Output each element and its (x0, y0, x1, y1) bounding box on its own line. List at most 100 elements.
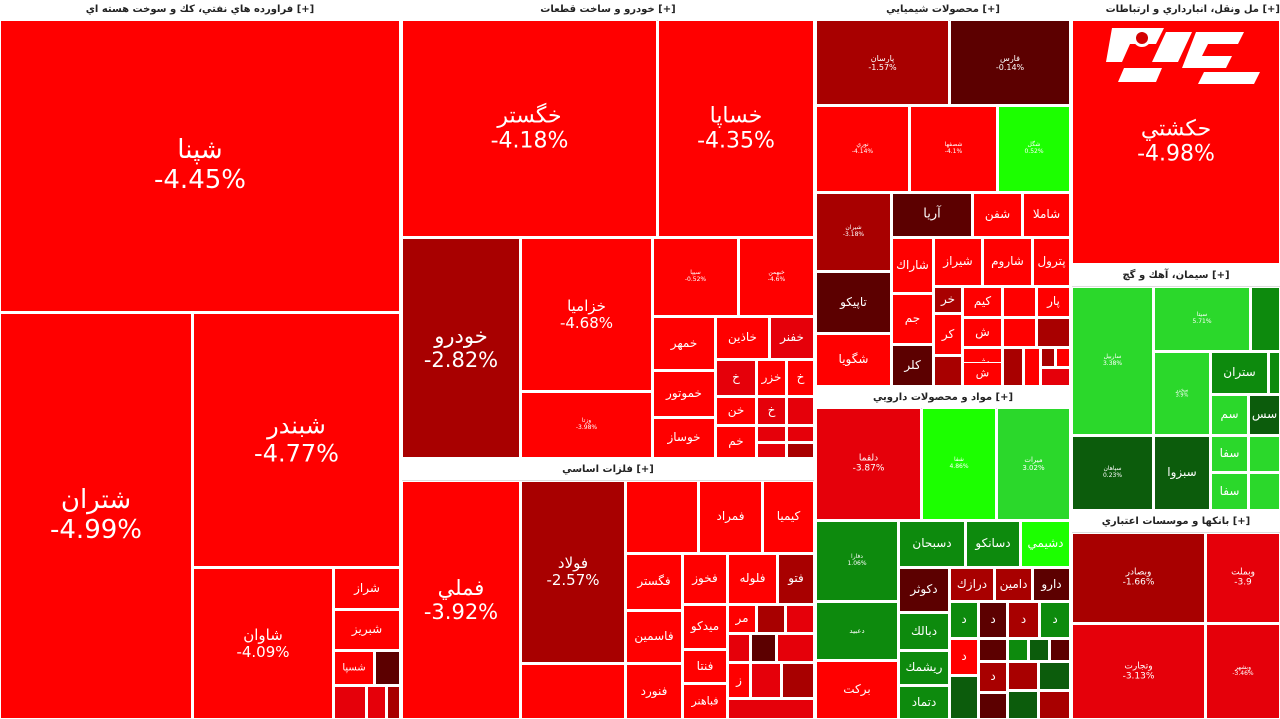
stock-tile-small[interactable] (757, 426, 786, 442)
stock-tile[interactable]: خگستر -4.18% (402, 20, 657, 237)
stock-tile[interactable]: نوري -4.14% (816, 106, 909, 192)
stock-tile-small[interactable] (728, 634, 750, 662)
stock-tile[interactable]: شيراز (934, 238, 982, 286)
stock-tile[interactable]: وبصادر -1.66% (1072, 533, 1205, 623)
stock-tile[interactable]: شاراك (892, 238, 933, 293)
stock-tile[interactable]: فخوز (683, 554, 727, 604)
stock-tile[interactable]: دسانكو (966, 521, 1020, 567)
stock-tile[interactable]: دامين (995, 568, 1032, 601)
stock-tile-small[interactable] (782, 663, 814, 698)
stock-tile[interactable]: فملي -3.92% (402, 481, 520, 719)
stock-tile-small[interactable] (1024, 348, 1040, 386)
stock-tile[interactable]: خن (716, 397, 756, 425)
stock-tile[interactable]: خ (757, 397, 786, 425)
stock-tile[interactable]: د (1008, 602, 1039, 638)
sector-title[interactable]: فراورده هاي نفتي، كك و سوخت هسته اي [+] (0, 0, 400, 21)
stock-tile-small[interactable] (979, 639, 1007, 661)
stock-tile[interactable]: كلر (892, 345, 933, 386)
stock-tile[interactable]: خزر (757, 360, 786, 396)
stock-tile[interactable]: آريا (892, 193, 972, 237)
stock-tile[interactable]: دسبحان (899, 521, 965, 567)
stock-tile-small[interactable] (367, 686, 386, 719)
stock-tile[interactable]: كر (934, 314, 962, 355)
stock-tile[interactable]: پارسان -1.57% (816, 20, 949, 105)
stock-tile-small[interactable] (1249, 436, 1280, 472)
stock-tile[interactable]: فاسمين (626, 611, 682, 663)
stock-tile-small[interactable] (1269, 352, 1280, 394)
stock-tile[interactable]: فتو (778, 554, 814, 604)
stock-tile-small[interactable] (1056, 348, 1070, 367)
stock-tile[interactable]: سفا (1211, 473, 1248, 510)
stock-tile-small[interactable] (1008, 691, 1038, 719)
stock-tile-small[interactable] (1003, 287, 1036, 317)
stock-tile[interactable]: درازك (950, 568, 994, 601)
stock-tile[interactable]: وزتا -3.98% (521, 392, 652, 458)
stock-tile[interactable]: دفارا 1.06% (816, 521, 898, 601)
stock-tile[interactable]: شيران -3.18% (816, 193, 891, 271)
stock-tile[interactable]: شسپا (334, 651, 374, 685)
stock-tile[interactable]: فارس -0.14% (950, 20, 1070, 105)
stock-tile-small[interactable] (934, 356, 962, 386)
stock-tile-small[interactable] (757, 443, 786, 458)
stock-tile[interactable]: ش (963, 362, 1002, 386)
stock-tile-small[interactable] (1037, 318, 1070, 347)
stock-tile-small[interactable] (1041, 368, 1070, 386)
sector-title[interactable]: سيمان، آهك و گچ [+] (1072, 266, 1280, 287)
stock-tile[interactable]: دكوثر (899, 568, 949, 612)
stock-tile-small[interactable] (375, 651, 400, 685)
stock-tile-small[interactable] (1039, 662, 1070, 690)
stock-tile[interactable]: تاپيكو (816, 272, 891, 333)
stock-tile[interactable]: خودرو -2.82% (402, 238, 520, 458)
stock-tile[interactable]: كيميا (763, 481, 814, 553)
stock-tile[interactable]: مر (728, 605, 756, 633)
stock-tile-small[interactable] (1008, 662, 1038, 690)
stock-tile[interactable]: د (979, 662, 1007, 692)
stock-tile-small[interactable] (787, 426, 814, 442)
stock-tile[interactable]: پار (1037, 287, 1070, 317)
sector-title[interactable]: مواد و محصولات دارويي [+] (816, 388, 1070, 409)
stock-tile[interactable]: خ (716, 360, 756, 396)
stock-tile-small[interactable] (979, 693, 1007, 719)
stock-tile[interactable]: ريشمك (899, 651, 949, 685)
stock-tile[interactable]: خبهمن -4.6% (739, 238, 814, 316)
sector-title[interactable]: مل ونقل، انبارداري و ارتباطات [+] (1072, 0, 1280, 21)
stock-tile[interactable]: وبملت -3.9 (1206, 533, 1280, 623)
stock-tile[interactable]: فباهنر (683, 684, 727, 719)
stock-tile[interactable]: فنورد (626, 664, 682, 719)
stock-tile[interactable]: بركت (816, 661, 898, 719)
stock-tile-small[interactable] (334, 686, 366, 719)
stock-tile-small[interactable] (1041, 348, 1055, 367)
stock-tile[interactable]: خفنر (770, 317, 814, 359)
stock-tile[interactable]: فلوله (728, 554, 777, 604)
stock-tile[interactable]: دلقما -3.87% (816, 408, 921, 520)
stock-tile[interactable]: خ (787, 360, 814, 396)
sector-title[interactable]: خودرو و ساخت قطعات [+] (402, 0, 814, 21)
stock-tile[interactable]: سخزر 3.9% (1154, 352, 1210, 435)
stock-tile[interactable]: شگويا (816, 334, 891, 386)
stock-tile-small[interactable] (728, 699, 814, 719)
stock-tile[interactable]: شبندر -4.77% (193, 313, 400, 567)
stock-tile[interactable]: شفن (973, 193, 1022, 237)
stock-tile[interactable]: سپاهان 0.23% (1072, 436, 1153, 510)
stock-tile[interactable]: خوساز (653, 418, 715, 458)
stock-tile[interactable]: ز (728, 663, 750, 698)
stock-tile[interactable]: سفا (1211, 436, 1248, 472)
stock-tile-small[interactable] (1008, 639, 1028, 661)
stock-tile[interactable]: خم (716, 426, 756, 458)
sector-title[interactable]: بانكها و موسسات اعتباري [+] (1072, 512, 1280, 533)
stock-tile[interactable]: د (950, 639, 978, 675)
stock-tile[interactable]: ستران (1211, 352, 1268, 394)
stock-tile[interactable]: شاملا (1023, 193, 1070, 237)
stock-tile[interactable]: دارو (1033, 568, 1070, 601)
stock-tile[interactable]: جم (892, 294, 933, 344)
stock-tile[interactable]: شصفها -4.1% (910, 106, 997, 192)
stock-tile[interactable]: شگل 0.52% (998, 106, 1070, 192)
stock-tile[interactable]: فولاد -2.57% (521, 481, 625, 663)
stock-tile[interactable]: د (979, 602, 1007, 638)
stock-tile[interactable]: شفا 4.86% (922, 408, 996, 520)
stock-tile[interactable]: شراز (334, 568, 400, 609)
stock-tile-small[interactable] (1251, 287, 1280, 351)
stock-tile[interactable]: دبالك (899, 613, 949, 650)
stock-tile[interactable]: خاذين (716, 317, 769, 359)
stock-tile-small[interactable] (1003, 348, 1023, 386)
